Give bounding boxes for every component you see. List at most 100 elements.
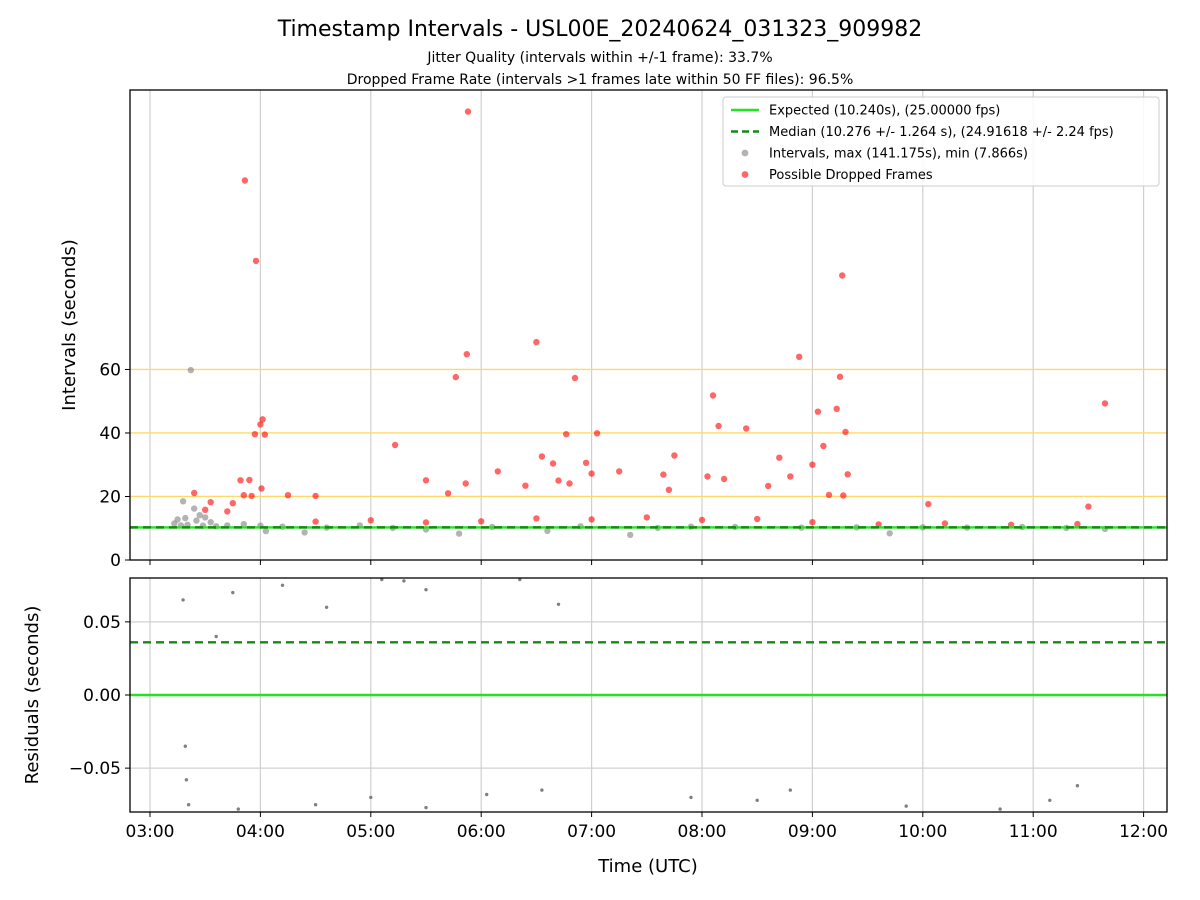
dropped-frame-point xyxy=(809,519,816,526)
x-tick-label: 07:00 xyxy=(567,822,616,842)
x-tick-label: 12:00 xyxy=(1119,822,1168,842)
panel-frame xyxy=(129,89,1168,561)
residual-point xyxy=(998,807,1002,811)
dropped-frame-point xyxy=(452,373,459,381)
dropped-frame-point xyxy=(248,492,255,500)
dropped-frame-point xyxy=(582,459,590,466)
interval-point xyxy=(301,529,308,536)
dropped-frame-point xyxy=(422,477,430,484)
dropped-frame-point xyxy=(840,492,847,499)
y-tick-label: 60 xyxy=(99,360,121,380)
dropped-frame-point xyxy=(665,486,673,493)
residual-point xyxy=(485,792,489,797)
dropped-frame-point xyxy=(765,482,772,490)
dropped-frame-point xyxy=(825,491,833,499)
dropped-frame-point xyxy=(246,476,253,484)
dropped-frame-point xyxy=(207,499,214,506)
legend-entry: Median (10.276 +/- 1.264 s), (24.91618 +… xyxy=(769,125,1114,140)
interval-point xyxy=(207,519,214,526)
interval-point xyxy=(193,517,200,524)
x-tick-label: 05:00 xyxy=(346,822,395,842)
dropped-frame-point xyxy=(709,392,717,399)
dropped-frame-point xyxy=(787,473,794,480)
dropped-frame-point xyxy=(671,452,678,459)
chart-subtitle-jitter: Jitter Quality (intervals within +/-1 fr… xyxy=(426,50,772,66)
legend: Expected (10.240s), (25.00000 fps) Median… xyxy=(722,96,1160,187)
dropped-frame-point xyxy=(704,473,711,480)
dropped-frame-point xyxy=(422,519,430,526)
dropped-frame-point xyxy=(796,353,803,360)
dropped-frame-point xyxy=(312,518,319,525)
dropped-frame-point xyxy=(391,441,399,449)
interval-point xyxy=(191,505,198,512)
interval-point xyxy=(455,530,463,537)
interval-point xyxy=(262,527,270,535)
dropped-frame-point xyxy=(925,500,932,508)
dropped-frame-point xyxy=(820,442,827,450)
x-tick-label: 11:00 xyxy=(1009,822,1058,842)
dropped-frame-point xyxy=(616,468,623,475)
residual-point xyxy=(540,788,544,792)
dropped-frame-point xyxy=(538,453,546,460)
x-tick-label: 03:00 xyxy=(126,822,175,842)
dropped-frame-point xyxy=(241,177,249,184)
x-axis-label: Time (UTC) xyxy=(597,856,698,877)
dropped-frame-point xyxy=(191,489,198,497)
interval-point xyxy=(886,530,893,537)
residual-point xyxy=(788,788,792,792)
dropped-frame-point xyxy=(549,460,557,467)
interval-point xyxy=(182,514,189,522)
residual-point xyxy=(313,803,318,807)
dropped-frame-point xyxy=(237,477,244,484)
residual-point xyxy=(214,634,218,639)
x-tick-label: 09:00 xyxy=(788,822,837,842)
residual-point xyxy=(904,804,908,808)
legend-entry: Intervals, max (141.175s), min (7.866s) xyxy=(769,147,1028,162)
residual-point xyxy=(402,579,406,583)
chart-subtitle-dropped: Dropped Frame Rate (intervals >1 frames … xyxy=(347,72,854,88)
dropped-frame-point xyxy=(743,425,750,432)
dropped-frame-point xyxy=(1074,520,1081,528)
interval-point xyxy=(196,512,203,519)
dropped-frame-point xyxy=(229,500,236,507)
dropped-frame-point xyxy=(698,516,706,524)
interval-point xyxy=(187,366,194,374)
residual-point xyxy=(689,795,693,800)
y-tick-label: 0.05 xyxy=(83,613,121,633)
interval-point xyxy=(174,516,181,523)
dropped-frame-point xyxy=(258,485,265,492)
interval-point xyxy=(179,498,187,505)
dropped-frame-point xyxy=(522,482,529,489)
dropped-frame-point xyxy=(257,421,264,428)
residuals-panel: −0.05 0.00 0.05 03:00 04:00 05:00 06:00 07:00 08… xyxy=(69,577,1168,842)
dropped-frame-point xyxy=(240,492,247,499)
dropped-frame-point xyxy=(1101,400,1109,407)
dropped-frame-point xyxy=(462,480,469,487)
dropped-frame-point xyxy=(842,428,849,436)
legend-swatch-marker xyxy=(741,149,749,157)
legend-box xyxy=(722,96,1160,187)
residual-point xyxy=(186,803,191,807)
dropped-frame-point xyxy=(776,454,783,461)
dropped-frame-point xyxy=(754,515,761,523)
dropped-frame-point xyxy=(715,422,722,430)
chart-title: Timestamp Intervals - USL00E_20240624_03… xyxy=(277,17,923,42)
residual-point xyxy=(236,807,240,811)
x-tick-label: 04:00 xyxy=(236,822,285,842)
dropped-frame-point xyxy=(464,108,472,115)
dropped-frame-point xyxy=(533,515,540,522)
dropped-frame-point xyxy=(463,351,470,358)
dropped-frame-point xyxy=(941,520,949,527)
residual-point xyxy=(280,583,285,587)
dropped-frame-point xyxy=(833,405,840,412)
dropped-frame-point xyxy=(494,468,501,475)
dropped-frame-point xyxy=(312,492,319,500)
dropped-frame-point xyxy=(259,416,266,423)
residual-point xyxy=(1048,798,1052,802)
legend-swatch-marker xyxy=(741,171,749,178)
y-tick-label: 40 xyxy=(99,424,121,444)
dropped-frame-point xyxy=(284,492,292,499)
dropped-frame-point xyxy=(261,431,268,438)
y-tick-label: −0.05 xyxy=(69,759,121,779)
